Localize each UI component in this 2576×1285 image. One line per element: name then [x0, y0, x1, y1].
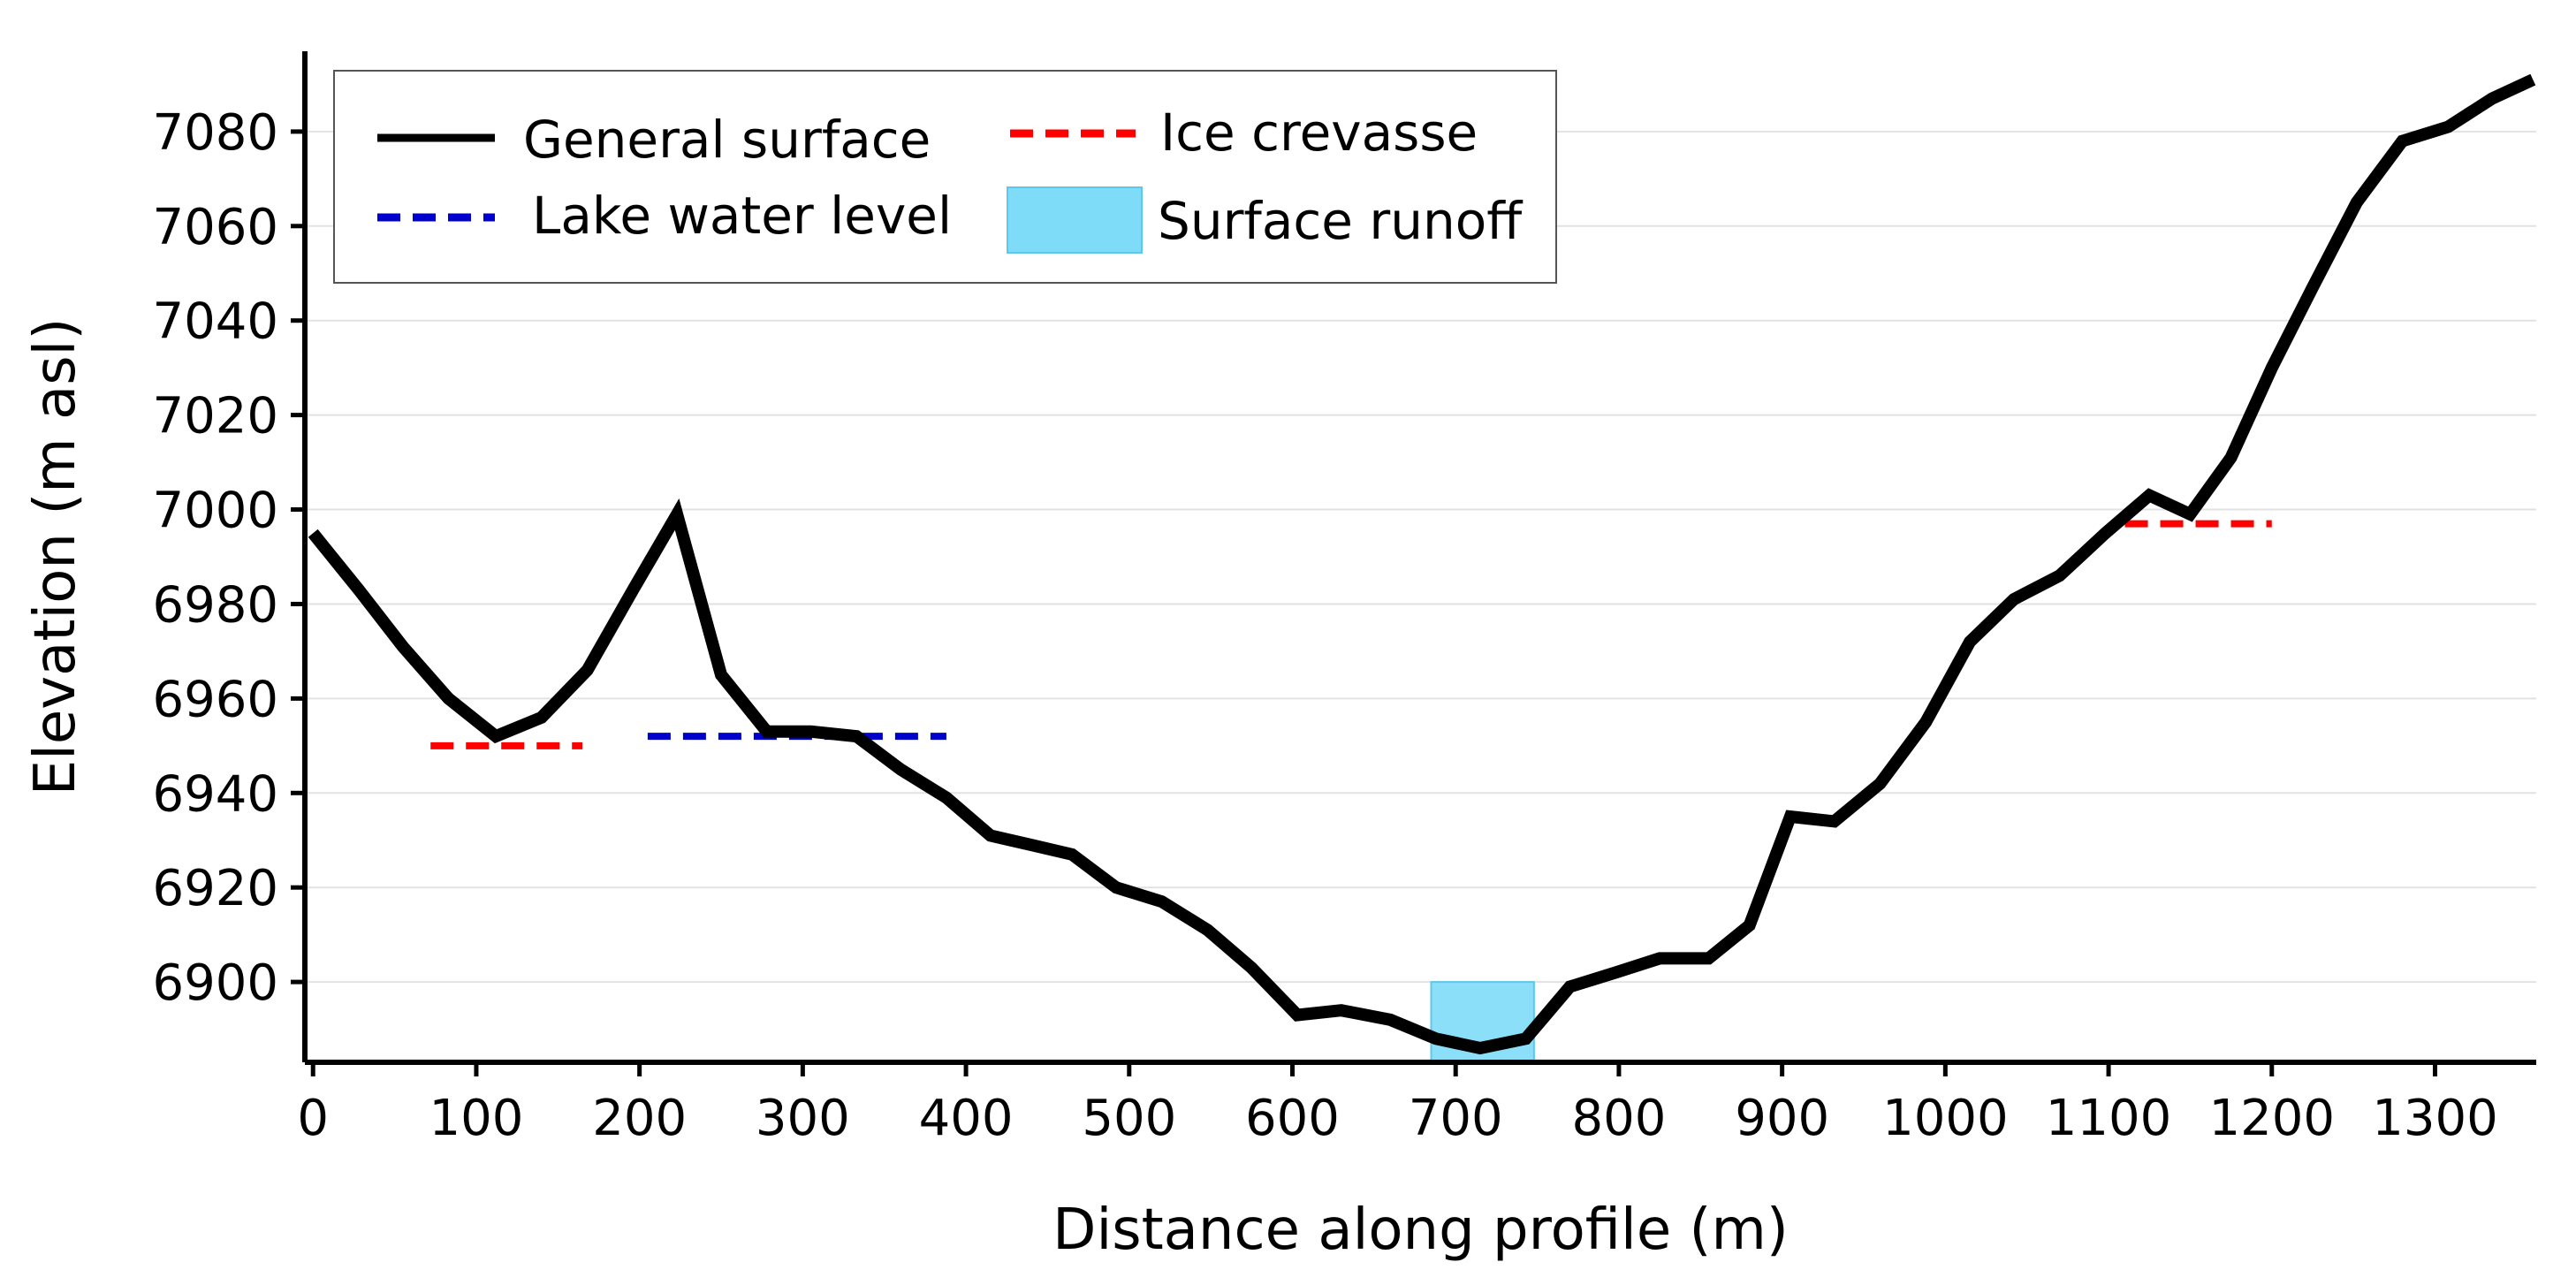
- axes: [302, 51, 2536, 1065]
- x-tick-label: 700: [1409, 1090, 1503, 1147]
- x-tick-label: 1300: [2372, 1090, 2498, 1147]
- x-tick-label: 800: [1571, 1090, 1666, 1147]
- legend-label-lake-water-level: Lake water level: [532, 186, 952, 246]
- legend-box: [333, 70, 1557, 284]
- x-tick-label: 500: [1082, 1090, 1176, 1147]
- x-tick-label: 600: [1245, 1090, 1340, 1147]
- y-tick-label: 7020: [152, 388, 278, 445]
- legend: General surface Ice crevasse Lake water …: [333, 70, 1557, 284]
- y-tick-label: 7060: [152, 199, 278, 256]
- legend-swatch-surface-runoff: [1007, 186, 1143, 254]
- surface-line-layer: [308, 73, 2536, 1055]
- legend-label-surface-runoff: Surface runoff: [1158, 191, 1524, 251]
- x-axis-title: Distance along profile (m): [1052, 1198, 1789, 1263]
- x-tick-label: 300: [756, 1090, 850, 1147]
- x-tick-label: 1100: [2046, 1090, 2172, 1147]
- y-tick-label: 6960: [152, 671, 278, 728]
- x-tick-label: 200: [592, 1090, 687, 1147]
- y-tick-label: 6980: [152, 576, 278, 634]
- legend-label-general-surface: General surface: [523, 110, 931, 170]
- general-surface-line: [308, 73, 2536, 1055]
- x-tick-label: 400: [919, 1090, 1014, 1147]
- x-tick-label: 100: [429, 1090, 524, 1147]
- y-tick-label: 7000: [152, 483, 278, 540]
- x-tick-label: 0: [297, 1090, 329, 1147]
- y-tick-label: 6900: [152, 954, 278, 1012]
- y-tick-label: 7040: [152, 293, 278, 351]
- y-tick-label: 6920: [152, 860, 278, 917]
- x-tick-label: 1000: [1882, 1090, 2009, 1147]
- y-tick-label: 6940: [152, 765, 278, 823]
- y-ticks: 6900 6920 6940 6960 6980 7000 7020 7040 7060 7080: [152, 104, 305, 1012]
- y-axis-title: Elevation (m asl): [23, 318, 88, 796]
- x-tick-label: 1200: [2209, 1090, 2336, 1147]
- legend-label-ice-crevasse: Ice crevasse: [1160, 103, 1478, 163]
- x-tick-label: 900: [1735, 1090, 1829, 1147]
- x-ticks: 0 100 200 300 400 500 600 700 800 900 1000 1100 1200…: [297, 1062, 2498, 1147]
- y-tick-label: 7080: [152, 104, 278, 162]
